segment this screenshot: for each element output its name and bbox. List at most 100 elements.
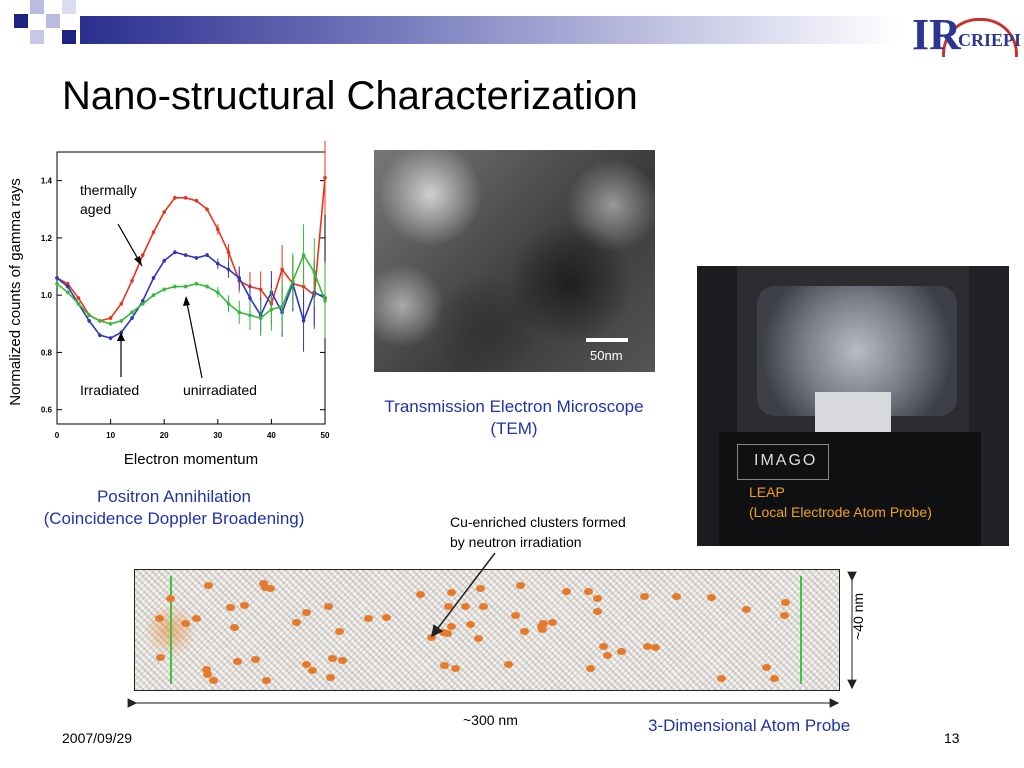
data-point — [76, 296, 81, 300]
data-point — [237, 310, 242, 315]
cu-cluster — [716, 674, 726, 682]
slide-page-number: 13 — [944, 730, 960, 746]
logo-org-text: CRIEPI — [958, 30, 1022, 50]
data-point — [291, 279, 295, 283]
annotation-arrowhead — [117, 332, 125, 341]
data-point — [65, 284, 70, 289]
cu-cluster — [473, 634, 483, 642]
cu-cluster — [239, 601, 249, 609]
data-point — [55, 276, 59, 280]
cu-cluster — [504, 661, 514, 669]
cu-cluster — [301, 661, 311, 669]
cu-cluster — [643, 642, 653, 650]
cu-cluster — [326, 673, 336, 681]
tem-caption-line1: Transmission Electron Microscope — [384, 397, 644, 416]
probe-edge-line — [170, 576, 172, 684]
cu-cluster — [439, 628, 449, 636]
height-dimension-label: ~40 nm — [850, 592, 866, 640]
cu-cluster — [251, 655, 261, 663]
cu-cluster — [599, 643, 609, 651]
data-point — [140, 299, 145, 303]
annotation-label: thermally — [80, 182, 137, 198]
x-tick-label: 30 — [213, 431, 222, 440]
x-tick-label: 10 — [106, 431, 115, 440]
probe-edge-line — [800, 576, 802, 684]
cu-cluster — [334, 627, 344, 635]
cu-cluster — [155, 654, 165, 662]
data-point — [76, 301, 81, 306]
chart-caption-line2: (Coincidence Doppler Broadening) — [43, 509, 305, 528]
data-point — [194, 256, 199, 260]
cu-cluster — [382, 614, 392, 622]
cluster-label: Cu-enriched clusters formed by neutron i… — [450, 512, 626, 552]
data-point — [140, 301, 145, 306]
cu-cluster — [307, 666, 317, 674]
header-square — [30, 0, 44, 14]
data-point — [226, 301, 231, 306]
leap-photo: IMAGO LEAP (Local Electrode Atom Probe) — [697, 266, 1009, 546]
data-point — [119, 319, 124, 323]
atom-probe-reconstruction — [134, 569, 840, 691]
cu-cluster — [258, 580, 268, 588]
cu-cluster — [328, 655, 338, 663]
tem-scale-bar — [586, 338, 628, 342]
cu-cluster — [465, 620, 475, 628]
cu-cluster — [780, 611, 790, 619]
cu-cluster — [363, 615, 373, 623]
cu-cluster — [337, 656, 347, 664]
data-point — [55, 281, 59, 286]
data-point — [280, 304, 284, 309]
data-point — [183, 253, 188, 257]
cu-cluster — [232, 657, 242, 665]
data-point — [108, 321, 113, 326]
data-point — [140, 253, 145, 257]
data-point — [183, 196, 188, 200]
data-point — [226, 250, 231, 255]
data-point — [248, 313, 252, 317]
cu-cluster — [181, 620, 191, 628]
data-point — [205, 253, 209, 257]
data-point — [258, 287, 263, 292]
data-point — [183, 284, 188, 289]
data-point — [248, 296, 252, 300]
data-point — [173, 250, 177, 255]
criepi-logo: IR CRIEPI — [912, 10, 1021, 60]
header-square — [30, 30, 44, 44]
cu-cluster — [266, 584, 276, 592]
cu-cluster — [761, 664, 771, 672]
cu-cluster — [209, 677, 219, 685]
positron-chart: 0.6 0.8 1.0 1.2 1.4 0 10 20 30 40 50 Electron momen… — [7, 140, 330, 468]
cu-cluster — [780, 598, 790, 606]
data-point — [216, 290, 220, 295]
cu-cluster — [537, 625, 547, 633]
annotation-arrowhead — [183, 296, 190, 306]
leap-caption: LEAP (Local Electrode Atom Probe) — [749, 482, 932, 522]
data-point — [216, 261, 220, 266]
data-point — [162, 210, 166, 214]
data-point — [205, 284, 209, 289]
chart-caption: Positron Annihilation (Coincidence Doppl… — [14, 486, 334, 530]
y-tick-label: 1.2 — [41, 234, 53, 243]
chart-caption-line1: Positron Annihilation — [96, 487, 252, 506]
y-axis-label: Normalized counts of gamma rays — [7, 178, 24, 406]
cu-cluster — [229, 623, 239, 631]
cu-cluster — [226, 603, 236, 611]
cu-cluster — [602, 652, 612, 660]
leap-caption-line2: (Local Electrode Atom Probe) — [749, 504, 932, 520]
cu-cluster — [302, 609, 311, 616]
tem-scale-label: 50nm — [590, 348, 623, 363]
cluster-label-line1: Cu-enriched clusters formed — [450, 514, 626, 530]
y-tick-label: 1.4 — [41, 177, 53, 186]
data-point — [162, 259, 166, 263]
cu-cluster — [706, 594, 716, 602]
cu-cluster — [479, 603, 489, 611]
data-point — [130, 279, 134, 283]
cu-cluster — [593, 607, 603, 615]
data-point — [258, 316, 263, 320]
data-point — [269, 307, 274, 312]
annotation-label: aged — [80, 201, 111, 217]
cu-cluster — [426, 633, 436, 641]
annotation-arrow — [185, 297, 203, 379]
header-square — [14, 14, 28, 28]
data-point — [280, 267, 284, 272]
